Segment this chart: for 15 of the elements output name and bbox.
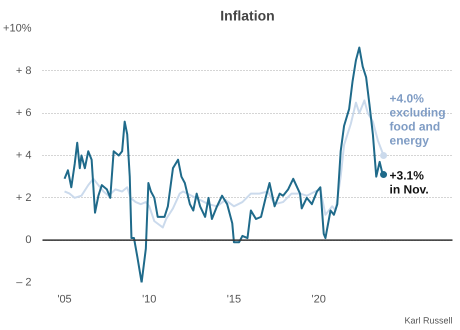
x-tick-label: '20 <box>311 294 326 306</box>
x-tick-label: '15 <box>226 294 242 306</box>
y-tick-label: + 2 <box>16 192 32 204</box>
annotation: +3.1% in Nov. <box>390 168 429 197</box>
y-tick-label: + 4 <box>16 150 32 162</box>
x-tick-label: '05 <box>57 294 72 306</box>
y-tick-label: + 8 <box>16 64 32 77</box>
x-tick-label: '10 <box>142 294 156 306</box>
y-tick-label: 0 <box>25 234 32 246</box>
chart-title: Inflation <box>220 8 275 24</box>
annotation: +4.0% excluding food and energy <box>390 92 446 148</box>
y-tick-label: +10% <box>3 22 32 34</box>
y-tick-label: + 6 <box>16 107 32 120</box>
y-tick-label: – 2 <box>16 276 32 288</box>
text: Karl Russell <box>404 316 452 326</box>
